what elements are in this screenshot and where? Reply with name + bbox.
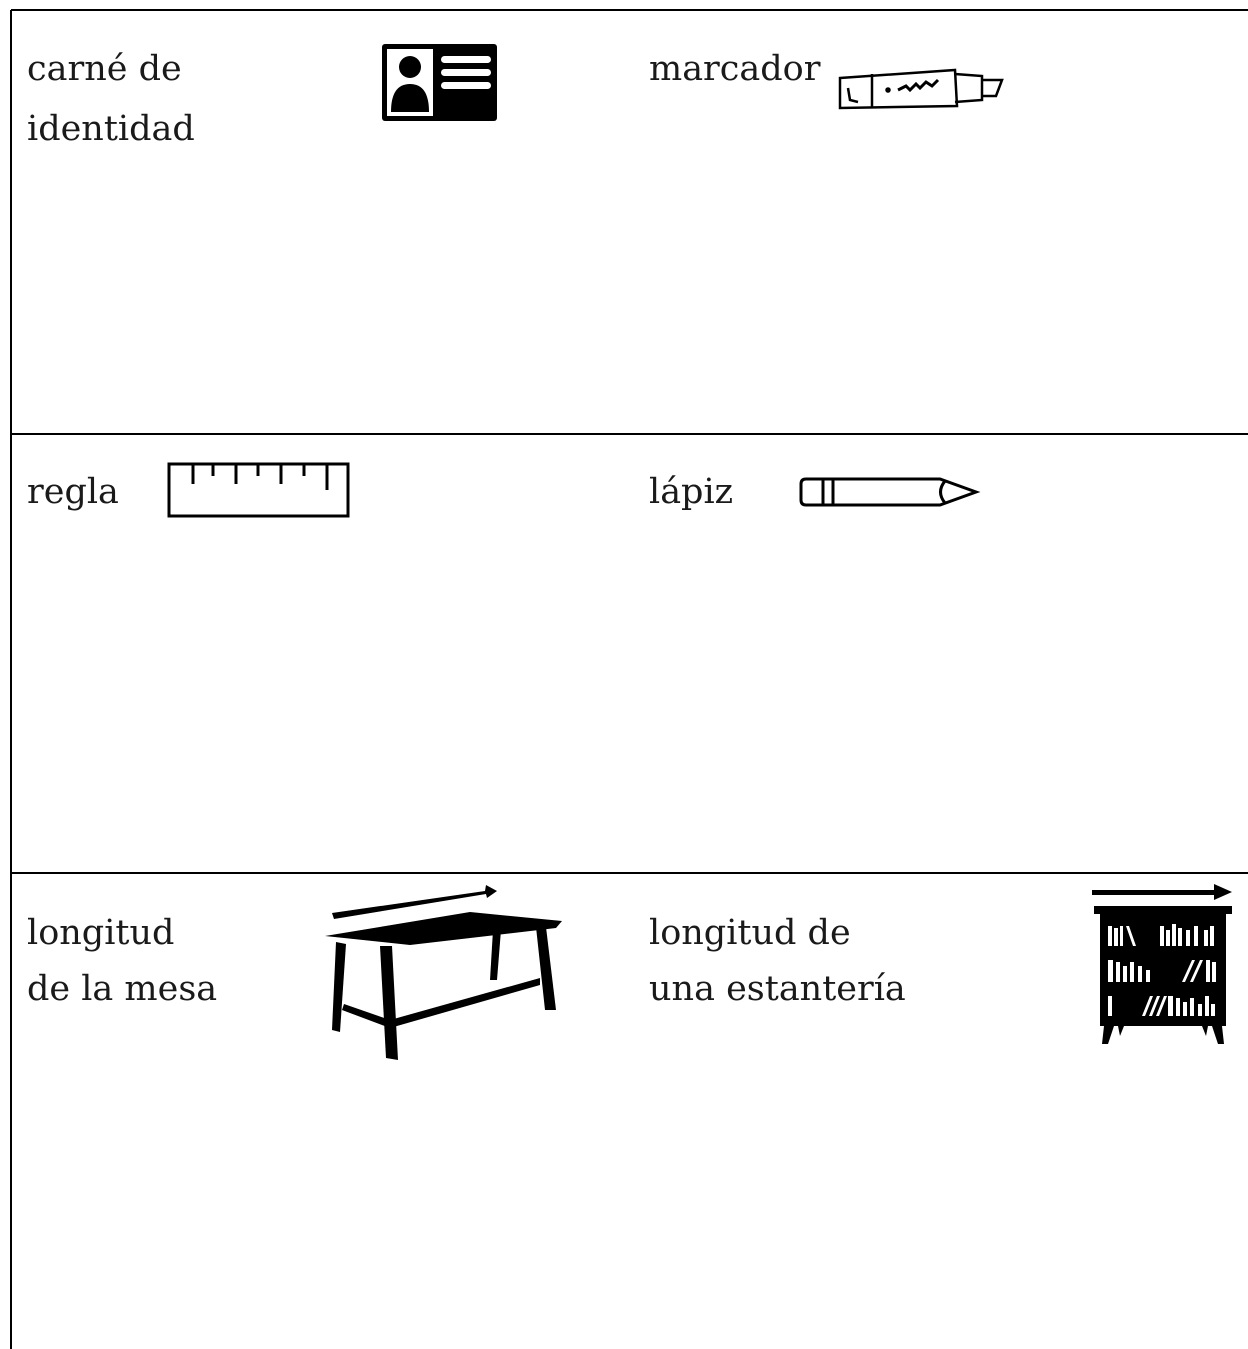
label: regla xyxy=(27,472,119,512)
ruler-icon xyxy=(167,462,350,518)
table-icon xyxy=(325,885,562,1060)
label: lápiz xyxy=(649,472,733,512)
marker-icon xyxy=(838,68,1004,110)
grid xyxy=(10,9,1248,1349)
label: de la mesa xyxy=(27,969,217,1009)
id-card-icon xyxy=(382,44,497,121)
pencil-icon xyxy=(799,477,981,507)
label: una estantería xyxy=(649,969,906,1009)
label: identidad xyxy=(27,109,195,149)
label: longitud de xyxy=(649,913,851,953)
label: marcador xyxy=(649,49,821,89)
label: longitud xyxy=(27,913,174,953)
bookshelf-icon xyxy=(1092,884,1232,1044)
label: carné de xyxy=(27,49,182,89)
